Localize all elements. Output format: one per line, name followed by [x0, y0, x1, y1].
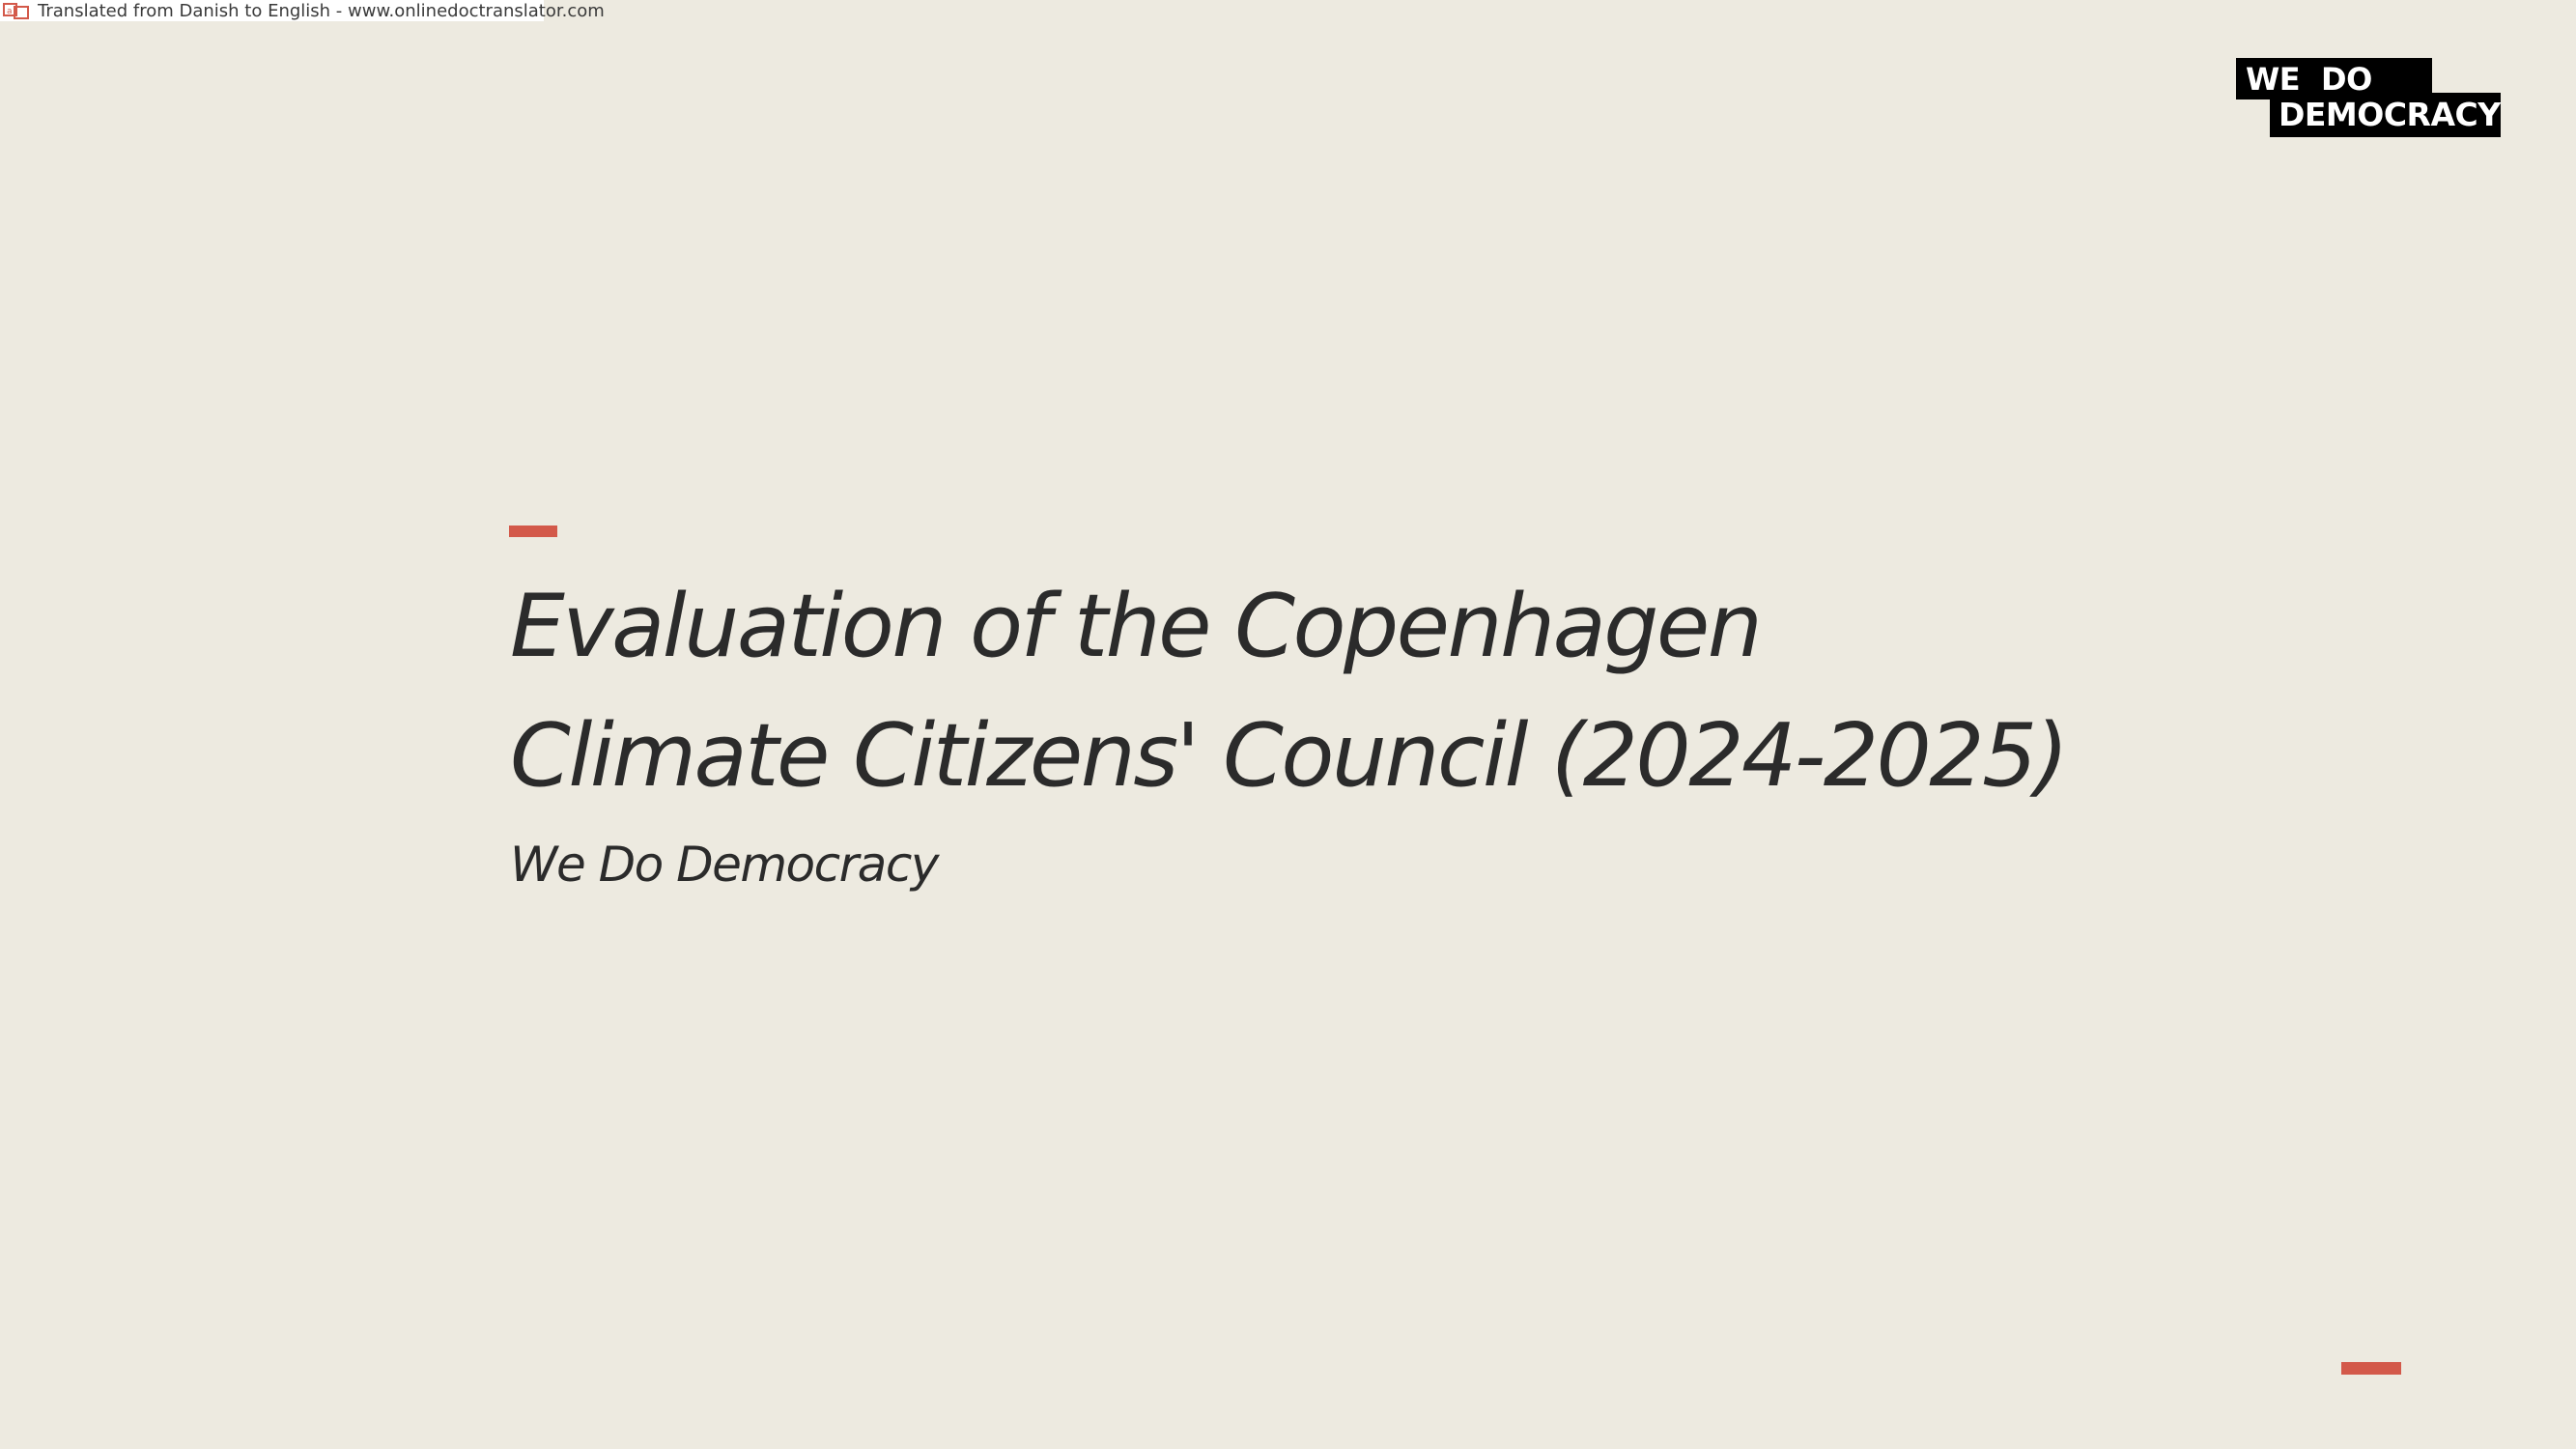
logo-text-do: DO — [2321, 61, 2372, 98]
translation-banner: a Translated from Danish to English - ww… — [0, 0, 605, 21]
logo-block-top — [2236, 58, 2432, 99]
we-do-democracy-logo: WE DO DEMOCRACY — [2236, 58, 2501, 137]
slide-title-line-2: Climate Citizens' Council (2024-2025) — [510, 705, 2069, 807]
slide-title-line-1: Evaluation of the Copenhagen — [510, 576, 1763, 677]
svg-text:a: a — [7, 7, 13, 16]
logo-text-democracy: DEMOCRACY — [2279, 96, 2501, 133]
accent-bar-top — [509, 526, 557, 537]
slide-subtitle: We Do Democracy — [510, 837, 939, 893]
translate-icon: a — [3, 1, 32, 20]
logo-text-we: WE — [2246, 61, 2301, 98]
accent-bar-bottom — [2341, 1362, 2401, 1375]
translation-banner-text: Translated from Danish to English - www.… — [38, 0, 605, 21]
slide-title: Evaluation of the Copenhagen Climate Cit… — [510, 562, 2442, 821]
logo-block-bottom — [2270, 93, 2501, 137]
